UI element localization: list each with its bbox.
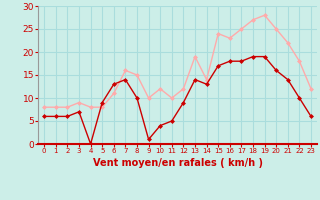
X-axis label: Vent moyen/en rafales ( km/h ): Vent moyen/en rafales ( km/h ) [92,158,263,168]
